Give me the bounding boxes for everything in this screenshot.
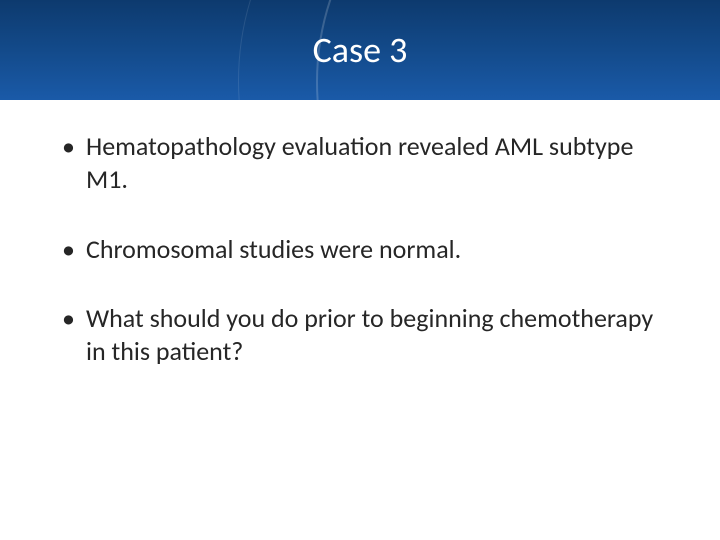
title-bar: Case 3 bbox=[0, 0, 720, 100]
bullet-list: Hematopathology evaluation revealed AML … bbox=[60, 130, 665, 368]
bullet-item: What should you do prior to beginning ch… bbox=[60, 302, 665, 369]
slide: Case 3 Hematopathology evaluation reveal… bbox=[0, 0, 720, 540]
slide-title: Case 3 bbox=[313, 28, 408, 72]
bullet-item: Chromosomal studies were normal. bbox=[60, 233, 665, 266]
bullet-item: Hematopathology evaluation revealed AML … bbox=[60, 130, 665, 197]
slide-body: Hematopathology evaluation revealed AML … bbox=[60, 130, 665, 404]
